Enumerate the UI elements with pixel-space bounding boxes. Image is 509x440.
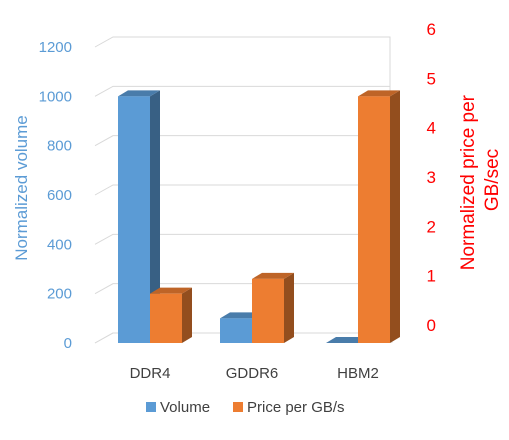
left-axis-ticks: 0 200 400 600 800 1000 1200: [39, 39, 72, 352]
gridlines: [94, 36, 390, 344]
gridline: [94, 233, 390, 245]
left-tick-label: 400: [47, 236, 72, 253]
legend-swatch-volume: [146, 402, 156, 412]
gridline: [94, 283, 390, 295]
left-tick-label: 600: [47, 187, 72, 204]
bar-price-per-gb-s-hbm2: [358, 90, 400, 343]
right-tick-label: 6: [427, 20, 436, 39]
legend-swatch-price: [233, 402, 243, 412]
right-tick-label: 0: [427, 316, 436, 335]
bar-price-per-gb-s-ddr4: [150, 287, 192, 343]
category-label: GDDR6: [226, 365, 279, 382]
left-tick-label: 800: [47, 138, 72, 155]
bar-volume-ddr4: [118, 90, 160, 343]
gridline: [94, 332, 390, 344]
right-tick-label: 5: [427, 69, 436, 88]
right-axis-title-line-1: Normalized price per: [458, 94, 479, 270]
right-axis-ticks: 0 1 2 3 4 5 6: [427, 20, 436, 335]
category-label: DDR4: [130, 365, 171, 382]
bar-price-per-gb-s-gddr6: [252, 272, 294, 343]
left-tick-label: 200: [47, 286, 72, 303]
bars: [118, 90, 400, 343]
gridline: [94, 184, 390, 196]
right-tick-label: 4: [427, 119, 436, 138]
bar-volume-hbm2: [326, 337, 368, 343]
left-tick-label: 0: [64, 335, 72, 352]
gridline: [94, 135, 390, 147]
right-tick-label: 1: [427, 267, 436, 286]
left-tick-label: 1000: [39, 88, 72, 105]
left-tick-label: 1200: [39, 39, 72, 56]
legend: Volume Price per GB/s: [146, 399, 345, 416]
right-axis-title: Normalized price per GB/sec: [458, 90, 503, 271]
gridline: [94, 85, 390, 97]
legend-label-volume: Volume: [160, 399, 210, 416]
legend-label-price: Price per GB/s: [247, 399, 345, 416]
category-label: HBM2: [337, 365, 379, 382]
right-tick-label: 2: [427, 217, 436, 236]
category-labels: DDR4 GDDR6 HBM2: [130, 365, 379, 382]
gridline: [94, 36, 390, 48]
right-tick-label: 3: [427, 168, 436, 187]
right-axis-title-line-2: GB/sec: [482, 149, 503, 211]
left-axis-title: Normalized volume: [12, 115, 31, 261]
